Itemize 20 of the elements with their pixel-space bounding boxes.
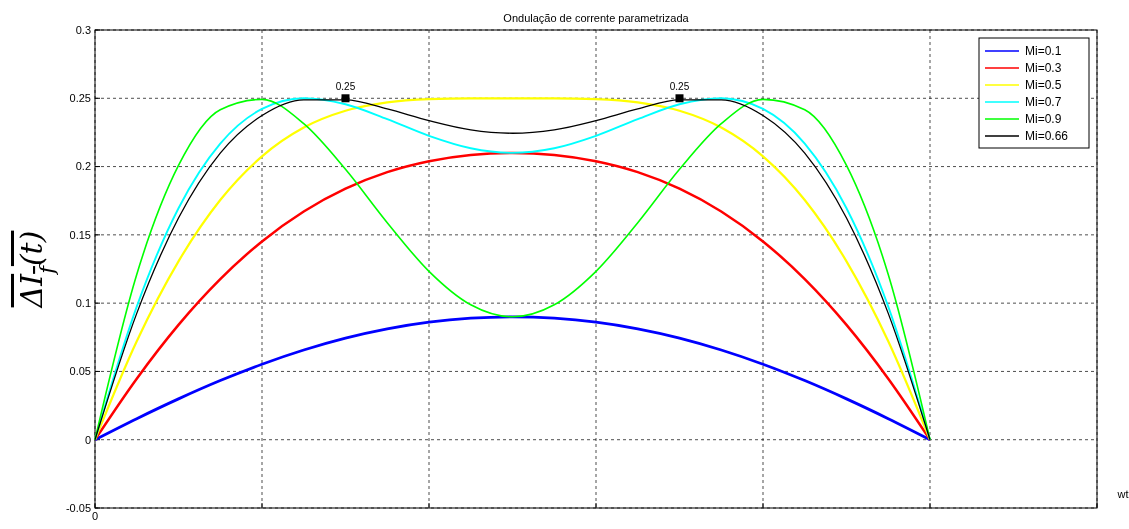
y-tick-label: -0.05 bbox=[65, 501, 91, 514]
line-series bbox=[93, 151, 932, 441]
y-tick-label: 0.15 bbox=[69, 228, 91, 241]
y-tick-label: 0.3 bbox=[75, 23, 91, 36]
y-tick-label: 0.1 bbox=[75, 296, 91, 309]
x-axis-title: wt bbox=[1116, 488, 1129, 500]
legend-label: Mi=0.1 bbox=[1025, 44, 1062, 59]
legend-label: Mi=0.3 bbox=[1025, 61, 1062, 76]
chart-title: Ondulação de corrente parametrizada bbox=[503, 12, 690, 24]
y-tick-label: 0.2 bbox=[75, 160, 91, 173]
data-label: 0.25 bbox=[335, 81, 356, 93]
legend-label: Mi=0.9 bbox=[1025, 112, 1062, 127]
category-label: 0 bbox=[91, 510, 99, 522]
line-series bbox=[93, 315, 932, 442]
legend-label: Mi=0.66 bbox=[1025, 129, 1069, 144]
legend-label: Mi=0.5 bbox=[1025, 78, 1062, 93]
data-label: 0.25 bbox=[669, 81, 690, 93]
y-tick-label: 0.25 bbox=[69, 92, 91, 105]
legend-label: Mi=0.7 bbox=[1025, 95, 1062, 110]
y-tick-label: 0.05 bbox=[69, 365, 91, 378]
